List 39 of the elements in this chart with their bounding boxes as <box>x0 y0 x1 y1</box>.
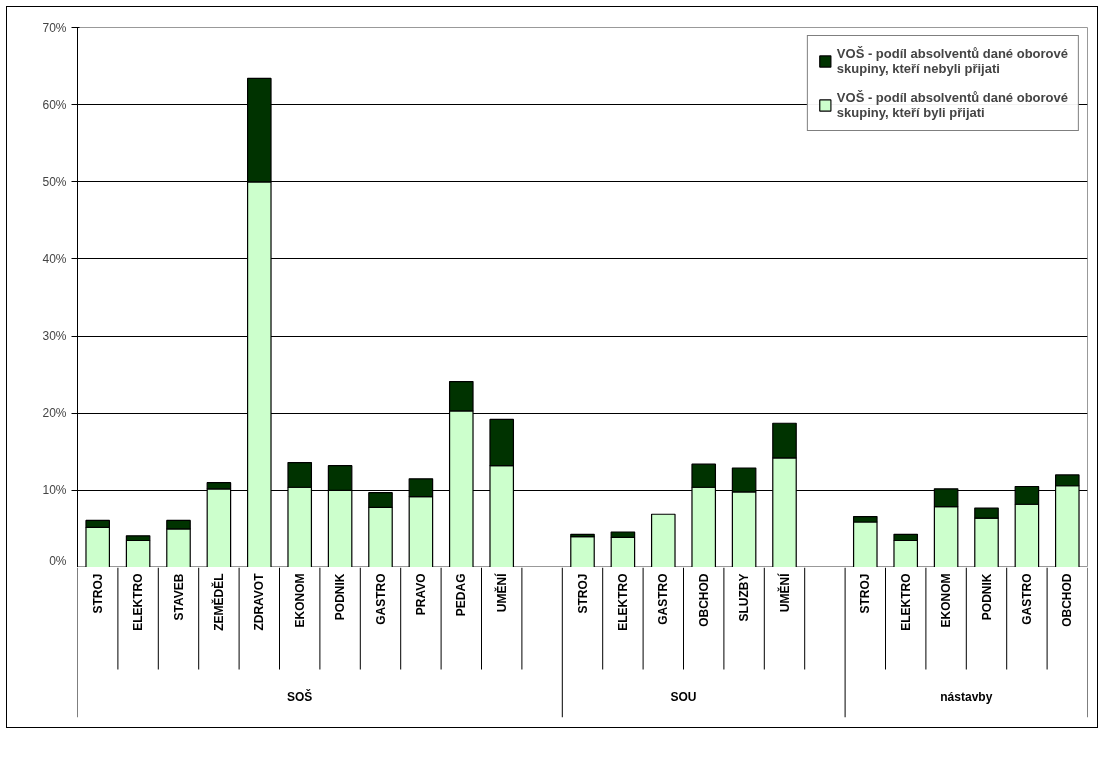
x-tick-label: EKONOM <box>939 573 954 628</box>
x-tick-label: GASTRO <box>1019 573 1034 625</box>
x-tick-label: EKONOM <box>292 573 307 628</box>
x-tick-label: STROJ <box>858 573 873 614</box>
text: nástavby <box>940 689 993 704</box>
x-tick-label: GASTRO <box>373 573 388 625</box>
x-tick-label: STAVEB <box>171 573 186 621</box>
legend-label: VOŠ - podíl absolventů dané oborové skupiny, kteří byli přijati <box>836 90 1068 120</box>
x-tick-label: ELEKTRO <box>131 573 146 631</box>
x-tick-label: STROJ <box>575 573 590 614</box>
y-tick-label: 0% <box>49 553 67 568</box>
x-tick-label: PODNIK <box>979 573 994 621</box>
x-tick-label: ELEKTRO <box>898 573 913 631</box>
x-tick-label: PRAVO <box>413 573 428 616</box>
bar <box>125 539 151 567</box>
y-tick-label: 40% <box>42 251 67 266</box>
x-tick-label: OBCHOD <box>1060 573 1075 627</box>
x-tick-label: UMĚNÍ <box>493 572 509 613</box>
x-tick-label: SLUZBY <box>737 573 752 622</box>
x-tick-label: OBCHOD <box>696 573 711 627</box>
x-tick-label: ELEKTRO <box>615 573 630 631</box>
x-tick-label: PODNIK <box>333 573 348 621</box>
bar <box>570 536 595 567</box>
y-tick-label: 70% <box>42 20 67 35</box>
y-tick-label: 50% <box>42 174 67 189</box>
y-tick-label: 20% <box>42 406 67 421</box>
x-tick-label: ZEMĚDĚL <box>210 573 226 631</box>
x-tick-label: GASTRO <box>656 573 671 625</box>
y-tick-label: 60% <box>42 97 67 112</box>
y-tick-label: 10% <box>42 483 67 498</box>
x-tick-label: UMĚNÍ <box>776 572 792 613</box>
text: SOU <box>670 689 697 704</box>
x-tick-label: ZDRAVOT <box>252 572 267 631</box>
x-tick-label: STROJ <box>90 573 105 614</box>
y-tick-label: 30% <box>42 329 67 344</box>
x-tick-label: PEDAG <box>454 573 469 617</box>
legend-label: VOŠ - podíl absolventů dané oborové skupiny, kteří nebyli přijati <box>836 46 1068 76</box>
bar <box>650 513 676 567</box>
text: SOŠ <box>287 688 313 704</box>
